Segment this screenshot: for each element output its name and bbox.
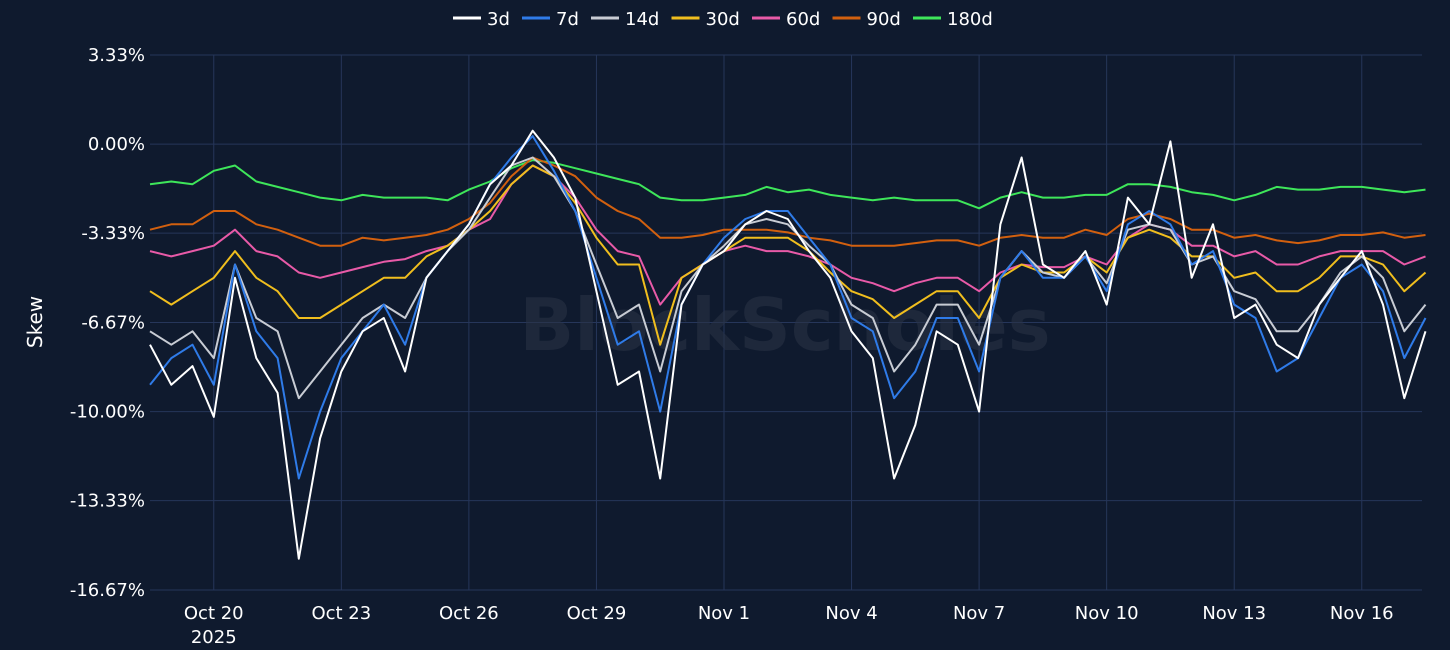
x-tick-label: Nov 4: [825, 603, 877, 624]
legend-label: 7d: [556, 9, 579, 30]
legend-label: 30d: [706, 9, 740, 30]
y-axis-tick-labels: 3.33% 0.00% -3.33% -6.67% -10.00% -13.33% -16.…: [70, 45, 145, 601]
y-tick-label: 3.33%: [88, 45, 145, 66]
x-tick-label: Nov 1: [698, 603, 750, 624]
legend-item-30d[interactable]: 30d: [671, 9, 740, 30]
x-tick-label: Oct 23: [311, 603, 371, 624]
series-line-14d: [149, 156, 1427, 400]
x-tick-label: Oct 20: [184, 603, 244, 624]
series-lines: [149, 129, 1427, 560]
legend-item-90d[interactable]: 90d: [832, 9, 901, 30]
legend-label: 60d: [786, 9, 820, 30]
y-axis-title: Skew: [23, 296, 47, 348]
legend-label: 3d: [487, 9, 510, 30]
legend: 3d 7d 14d 30d 60d 90d 180d: [453, 9, 993, 30]
y-tick-label: -3.33%: [81, 223, 145, 244]
y-tick-label: -10.00%: [70, 402, 145, 423]
legend-item-60d[interactable]: 60d: [752, 9, 820, 30]
legend-item-180d[interactable]: 180d: [913, 9, 993, 30]
y-tick-label: -16.67%: [70, 580, 145, 601]
x-tick-sublabel: 2025: [191, 627, 237, 648]
x-tick-label: Nov 7: [953, 603, 1005, 624]
legend-item-3d[interactable]: 3d: [453, 9, 510, 30]
x-tick-label: Nov 16: [1330, 603, 1394, 624]
series-line-3d: [149, 129, 1427, 560]
x-tick-label: Nov 10: [1075, 603, 1139, 624]
legend-label: 180d: [947, 9, 993, 30]
y-tick-label: 0.00%: [88, 134, 145, 155]
series-line-90d: [149, 156, 1426, 247]
legend-label: 90d: [867, 9, 901, 30]
watermark-text: BlockScholes: [519, 283, 1050, 367]
series-line-60d: [149, 164, 1426, 306]
y-tick-label: -13.33%: [70, 491, 145, 512]
x-axis-tick-labels: Oct 20 2025 Oct 23 Oct 26 Oct 29 Nov 1 Nov 4 No…: [184, 603, 1394, 648]
x-tick-label: Oct 29: [567, 603, 627, 624]
legend-label: 14d: [625, 9, 659, 30]
y-tick-label: -6.67%: [81, 313, 145, 334]
series-line-180d: [149, 159, 1426, 210]
x-tick-label: Oct 26: [439, 603, 499, 624]
legend-item-14d[interactable]: 14d: [591, 9, 659, 30]
x-tick-label: Nov 13: [1202, 603, 1266, 624]
legend-item-7d[interactable]: 7d: [522, 9, 579, 30]
